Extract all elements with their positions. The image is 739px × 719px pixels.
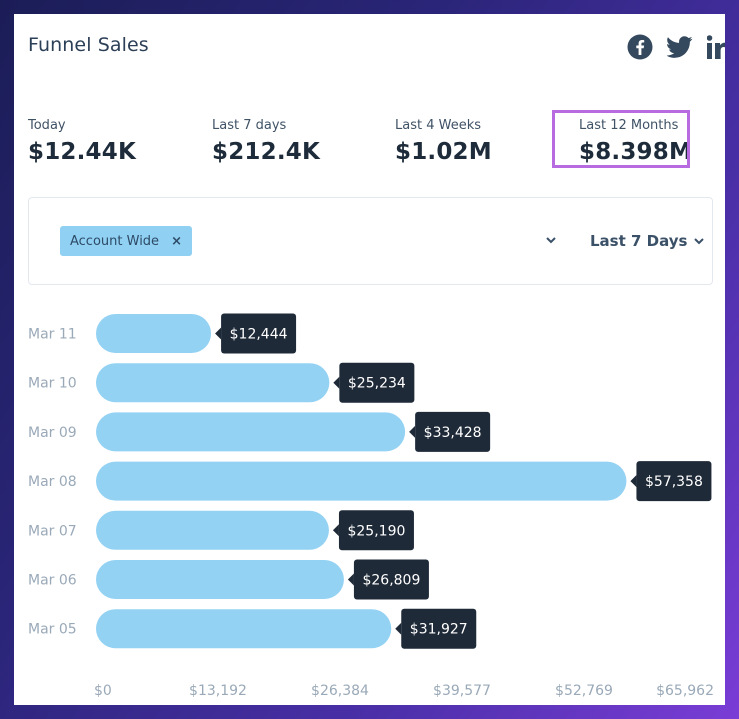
funnel-sales-bar-chart: Mar 11 $12,444 Mar 10 $25,234 Mar 09 $33,428 M… [28,313,714,699]
stat-label: Last 4 Weeks [395,118,482,133]
stat-value: $12.44K [28,139,136,165]
tooltip-pointer [409,425,416,438]
date-range-select[interactable]: Last 7 Days [590,232,705,250]
bar[interactable] [96,314,212,353]
stat-today: Today $12.44K [28,118,136,165]
chevron-down-icon[interactable] [545,230,557,249]
tooltip-box [401,608,477,649]
stat-last-7-days: Last 7 days $212.4K [212,118,320,165]
funnel-sales-card: Funnel Sales Today $12.44K Last 7 days $… [14,14,725,705]
bar[interactable] [96,609,392,649]
data-label: $25,190 [347,523,405,539]
stat-value: $212.4K [212,139,320,165]
value-tooltip: $33,428 [409,411,491,452]
x-tick-label: $26,384 [311,683,369,699]
value-tooltip: $31,927 [395,608,477,649]
tooltip-pointer [395,622,402,635]
value-tooltip: $12,444 [215,313,297,354]
tooltip-pointer [215,327,222,340]
tooltip-pointer [347,573,354,586]
bar[interactable] [96,510,329,550]
tooltip-box [415,411,491,452]
tooltip-box [636,461,712,502]
filter-tag-account-wide[interactable]: Account Wide × [60,226,192,256]
value-tooltip: $25,190 [332,510,414,551]
data-label: $33,428 [424,425,482,441]
category-label: Mar 06 [28,573,77,589]
data-label: $57,358 [645,474,703,490]
stat-label: Today [28,118,66,133]
category-label: Mar 05 [28,622,77,638]
x-tick-label: $39,577 [433,683,491,699]
social-links [627,34,725,60]
bar[interactable] [96,560,344,599]
tooltip-pointer [332,524,339,537]
data-label: $12,444 [230,327,288,343]
page-title: Funnel Sales [28,34,149,56]
filter-tag-label: Account Wide [70,233,160,249]
category-label: Mar 07 [28,523,77,539]
data-label: $31,927 [410,622,468,638]
data-label: $26,809 [362,573,420,589]
close-icon[interactable]: × [171,233,182,249]
twitter-icon[interactable] [667,35,693,59]
tooltip-box [353,559,429,600]
stat-value: $1.02M [395,139,492,165]
stat-value: $8.398M [579,139,693,165]
tooltip-box [338,510,414,551]
tooltip-box [221,313,297,354]
value-tooltip: $26,809 [347,559,429,600]
x-tick-label: $52,769 [555,683,613,699]
bar[interactable] [96,363,330,403]
value-tooltip: $25,234 [333,362,415,403]
x-tick-label: $65,962 [656,683,714,699]
bar[interactable] [96,461,627,501]
chevron-down-icon [693,232,705,250]
category-label: Mar 09 [28,425,77,441]
linkedin-icon[interactable] [707,35,725,59]
data-label: $25,234 [348,376,406,392]
filter-panel: Account Wide × Last 7 Days [28,197,713,285]
date-range-label: Last 7 Days [590,232,688,250]
bar[interactable] [96,412,406,452]
x-tick-label: $13,192 [189,683,247,699]
facebook-icon[interactable] [627,34,653,60]
tooltip-box [339,362,415,403]
tooltip-pointer [333,376,340,389]
stat-last-4-weeks: Last 4 Weeks $1.02M [395,118,492,165]
category-label: Mar 11 [28,327,77,343]
x-tick-label: $0 [94,683,112,699]
tooltip-pointer [630,475,637,488]
category-label: Mar 10 [28,376,77,392]
stat-label: Last 12 Months [579,118,679,133]
stat-label: Last 7 days [212,118,287,133]
stat-last-12-months: Last 12 Months $8.398M [579,118,692,165]
value-tooltip: $57,358 [630,461,712,502]
category-label: Mar 08 [28,474,77,490]
